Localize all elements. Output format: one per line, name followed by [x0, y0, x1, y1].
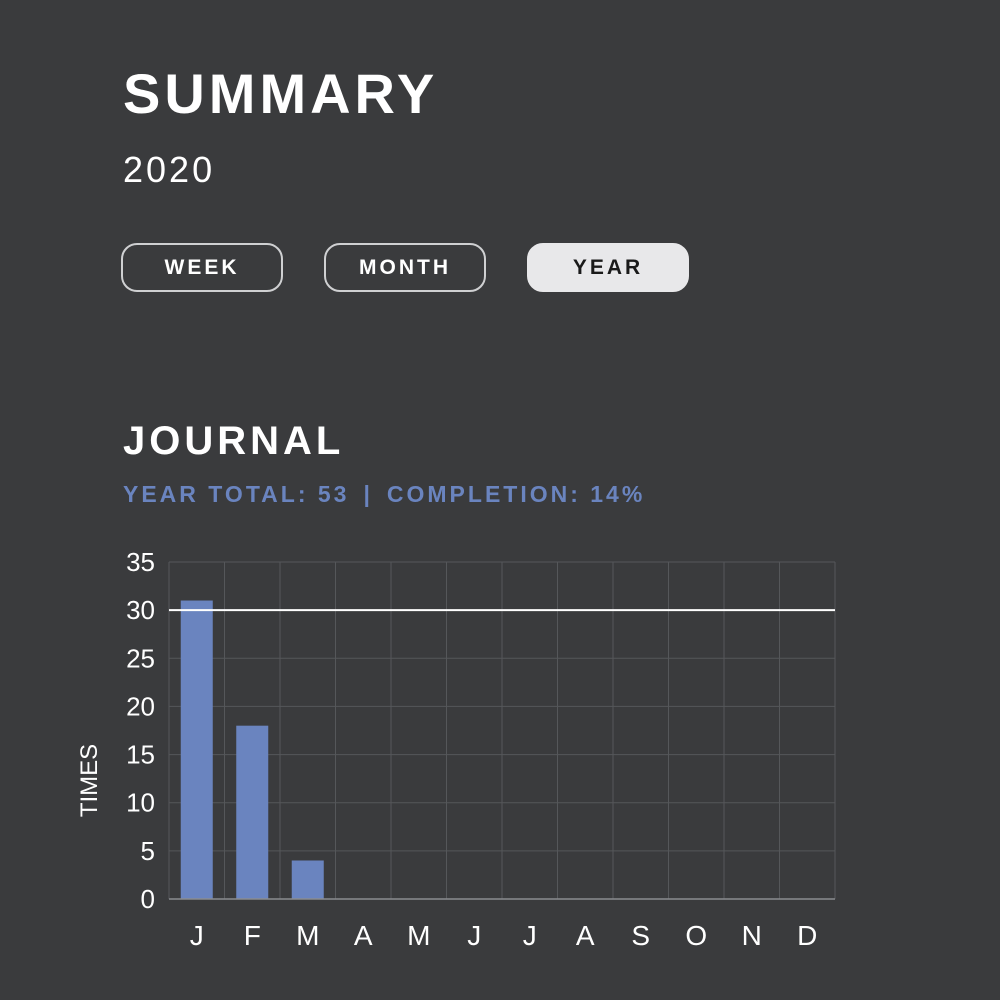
y-tick-label: 20: [126, 691, 155, 721]
year-subtitle: 2020: [123, 149, 216, 190]
x-tick-label: M: [296, 920, 319, 951]
x-tick-label: J: [190, 920, 204, 951]
y-tick-label: 0: [141, 884, 155, 914]
x-tick-label: D: [797, 920, 817, 951]
bar: [236, 725, 269, 899]
journal-stats: YEAR TOTAL: 53 | COMPLETION: 14%: [123, 480, 645, 508]
x-tick-label: O: [685, 920, 707, 951]
x-tick-label: M: [407, 920, 430, 951]
y-axis-label: TIMES: [76, 744, 103, 817]
stats-separator: |: [363, 481, 373, 507]
x-tick-label: J: [523, 920, 537, 951]
x-tick-label: S: [631, 920, 650, 951]
section-title-journal: JOURNAL: [123, 419, 345, 463]
journal-bar-chart: 0 5 10 15 20 25 30 35 J F M A M J J A S O N D TIMES: [76, 547, 836, 951]
tab-week[interactable]: WEEK: [121, 243, 283, 292]
y-tick-label: 10: [126, 788, 155, 818]
y-tick-label: 15: [126, 740, 155, 770]
x-tick-label: F: [244, 920, 261, 951]
year-total-text: YEAR TOTAL: 53: [123, 481, 350, 507]
x-tick-label: A: [576, 920, 595, 951]
y-tick-label: 30: [126, 595, 155, 625]
tab-month[interactable]: MONTH: [324, 243, 486, 292]
y-tick-label: 5: [141, 836, 155, 866]
page-title: SUMMARY: [123, 62, 439, 125]
x-tick-label: A: [354, 920, 373, 951]
completion-text: COMPLETION: 14%: [386, 481, 646, 507]
x-tick-label: N: [742, 920, 762, 951]
tab-year[interactable]: YEAR: [527, 243, 689, 292]
y-tick-label: 35: [126, 547, 155, 577]
bar: [291, 860, 324, 899]
y-tick-label: 25: [126, 643, 155, 673]
x-tick-label: J: [467, 920, 481, 951]
bar: [180, 600, 213, 899]
